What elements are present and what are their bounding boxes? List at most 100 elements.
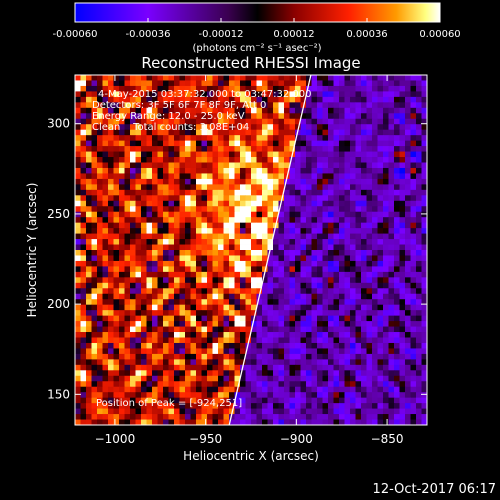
heatmap-cell [196,80,202,87]
heatmap-cell [97,381,103,388]
heatmap-cell [163,386,169,393]
heatmap-cell [300,266,307,273]
heatmap-cell [80,397,87,404]
heatmap-cell [377,348,384,355]
heatmap-cell [361,370,367,377]
heatmap-cell [207,222,213,229]
heatmap-cell [240,228,246,234]
heatmap-cell [416,266,422,273]
heatmap-cell [416,233,422,240]
heatmap-cell [135,91,142,98]
heatmap-cell [86,200,92,207]
heatmap-cell [333,293,340,300]
heatmap-cell [223,157,230,163]
heatmap-cell [91,419,98,425]
heatmap-cell [383,140,389,147]
heatmap-cell [157,96,164,103]
heatmap-cell [405,260,411,267]
heatmap-cell [383,206,389,213]
heatmap-cell [75,162,81,169]
heatmap-cell [218,342,224,349]
heatmap-cell [328,80,334,87]
heatmap-cell [146,332,153,338]
heatmap-cell [113,91,120,98]
heatmap-cell [152,151,158,158]
heatmap-cell [245,375,252,382]
heatmap-cell [130,304,136,311]
heatmap-cell [383,359,389,366]
heatmap-cell [135,118,142,125]
heatmap-cell [179,397,186,404]
heatmap-cell [86,195,92,202]
heatmap-cell [410,211,417,218]
heatmap-cell [383,348,389,355]
heatmap-cell [284,167,290,174]
heatmap-cell [168,359,175,366]
heatmap-cell [196,200,202,207]
heatmap-cell [355,118,362,125]
heatmap-cell [350,304,356,311]
heatmap-cell [262,326,268,333]
heatmap-cell [174,260,180,267]
heatmap-cell [141,419,147,425]
heatmap-cell [179,414,186,420]
heatmap-cell [306,162,312,169]
heatmap-cell [130,96,136,103]
heatmap-cell [135,135,142,142]
heatmap-cell [201,403,208,409]
heatmap-cell [124,200,131,207]
heatmap-cell [196,129,202,136]
heatmap-cell [108,107,114,114]
heatmap-cell [108,124,114,131]
heatmap-cell [394,222,400,229]
heatmap-cell [372,195,378,202]
heatmap-cell [174,157,180,163]
heatmap-cell [80,414,87,420]
heatmap-cell [256,375,263,382]
y-tick-label: 300 [47,117,70,131]
heatmap-cell [86,233,92,240]
heatmap-cell [207,386,213,393]
heatmap-cell [201,118,208,125]
heatmap-cell [377,326,384,333]
heatmap-cell [333,375,340,382]
heatmap-cell [295,162,301,169]
heatmap-cell [168,244,175,251]
heatmap-cell [201,107,208,114]
heatmap-cell [102,233,109,240]
heatmap-cell [75,266,81,273]
heatmap-cell [410,129,417,136]
heatmap-cell [251,146,257,152]
heatmap-cell [135,244,142,251]
heatmap-cell [262,189,268,196]
heatmap-cell [174,315,180,322]
heatmap-cell [97,337,103,344]
heatmap-cell [267,414,274,420]
heatmap-cell [141,370,147,377]
heatmap-cell [388,107,395,114]
heatmap-cell [273,260,279,267]
heatmap-cell [108,222,114,229]
heatmap-cell [421,157,427,163]
heatmap-cell [141,195,147,202]
heatmap-cell [163,189,169,196]
heatmap-cell [179,85,186,92]
heatmap-cell [289,370,296,377]
heatmap-cell [146,342,153,349]
heatmap-cell [245,332,252,338]
heatmap-cell [355,211,362,218]
heatmap-cell [289,118,296,125]
heatmap-cell [262,260,268,267]
heatmap-cell [333,107,340,114]
heatmap-cell [174,375,180,382]
heatmap-cell [328,304,334,311]
heatmap-cell [317,200,323,207]
heatmap-cell [218,151,224,158]
heatmap-cell [278,75,285,81]
heatmap-cell [355,282,362,289]
heatmap-cell [322,173,329,180]
heatmap-cell [102,359,109,366]
heatmap-cell [421,304,427,311]
heatmap-cell [317,239,323,245]
heatmap-cell [80,217,87,224]
